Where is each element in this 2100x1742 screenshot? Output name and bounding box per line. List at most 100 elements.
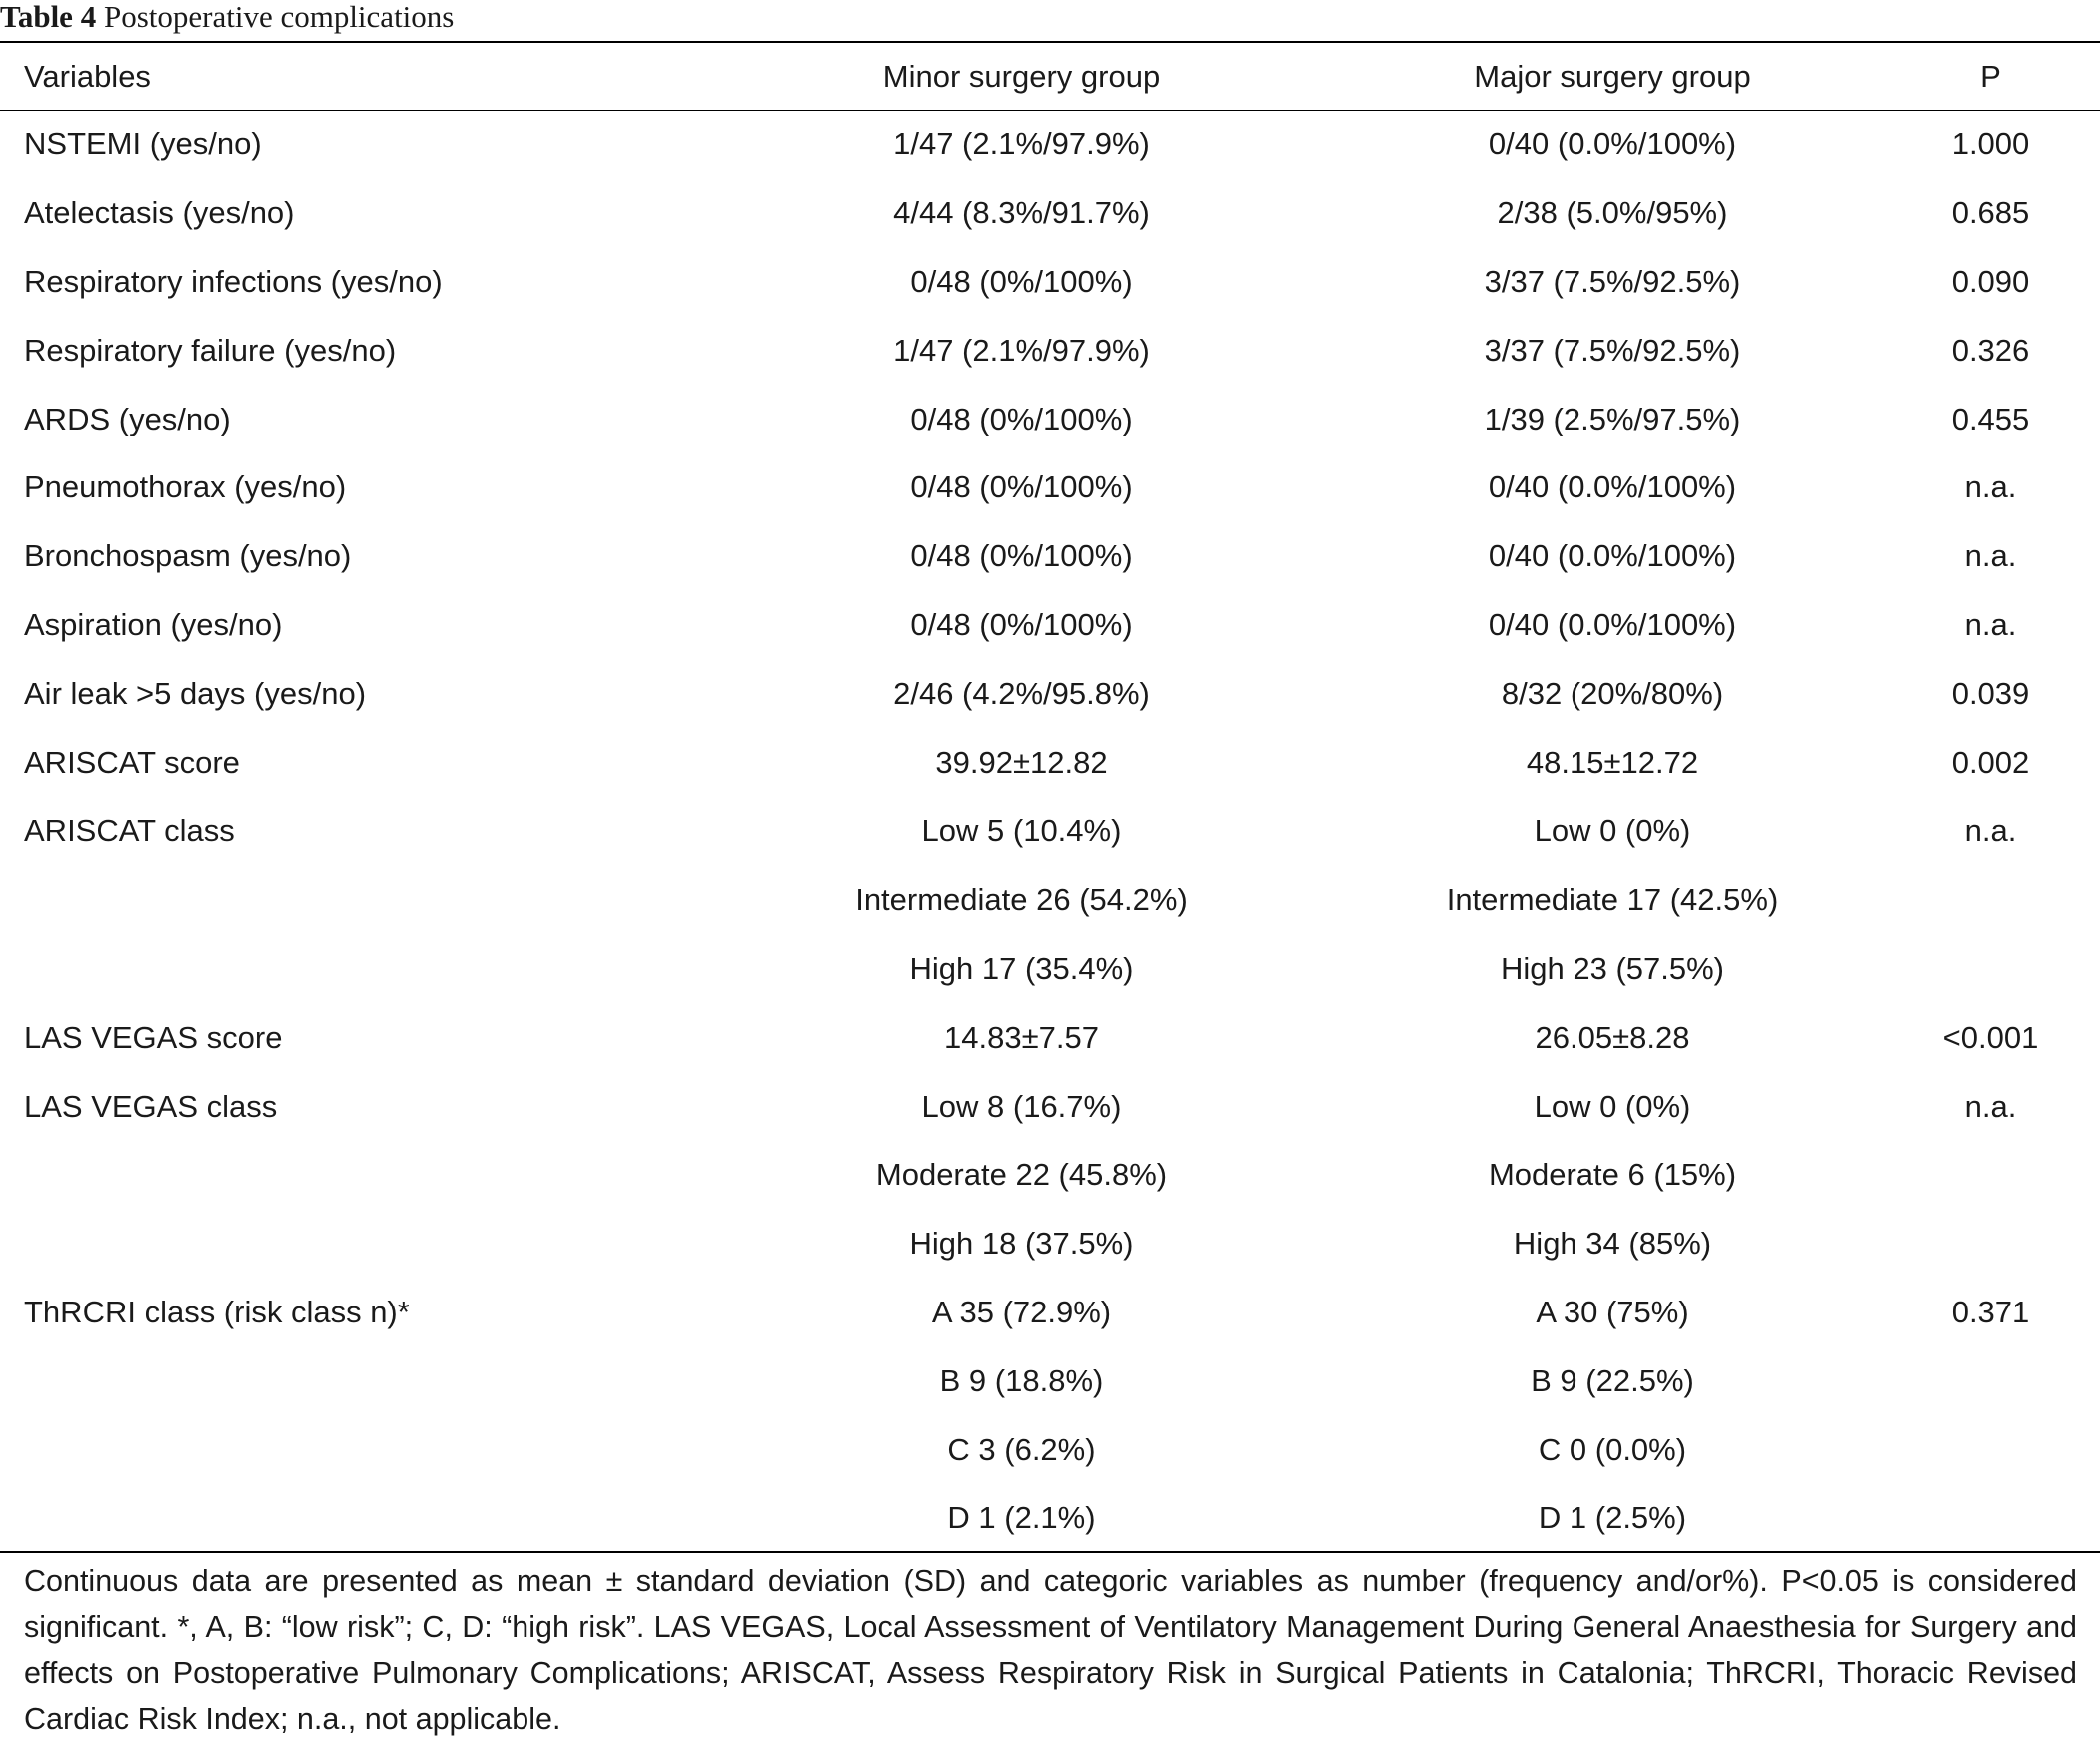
cell-variable: Air leak >5 days (yes/no) bbox=[24, 675, 367, 711]
cell-minor-surgery: Intermediate 26 (54.2%) bbox=[855, 882, 1188, 918]
table-bottom-rule bbox=[0, 1551, 2100, 1553]
cell-minor-surgery: Low 5 (10.4%) bbox=[921, 813, 1122, 849]
cell-variable: Bronchospasm (yes/no) bbox=[24, 538, 352, 574]
header-minor-surgery: Minor surgery group bbox=[882, 58, 1161, 94]
cell-major-surgery: D 1 (2.5%) bbox=[1538, 1500, 1687, 1536]
cell-p-value: n.a. bbox=[1964, 606, 2017, 642]
table-caption-label: Table 4 bbox=[0, 0, 97, 34]
cell-variable: Atelectasis (yes/no) bbox=[24, 195, 295, 231]
cell-variable: Respiratory infections (yes/no) bbox=[24, 263, 443, 299]
table-row: Bronchospasm (yes/no) 0/48 (0%/100%) 0/40 … bbox=[0, 522, 2100, 591]
table-row: ARISCAT class Low 5 (10.4%) Low 0 (0%) n.a. bbox=[0, 797, 2100, 866]
cell-p-value bbox=[1881, 1415, 2100, 1484]
cell-minor-surgery: 0/48 (0%/100%) bbox=[910, 538, 1133, 574]
cell-minor-surgery: High 18 (37.5%) bbox=[909, 1226, 1134, 1262]
cell-minor-surgery: 0/48 (0%/100%) bbox=[910, 263, 1133, 299]
cell-major-surgery: 3/37 (7.5%/92.5%) bbox=[1484, 332, 1741, 368]
cell-minor-surgery: C 3 (6.2%) bbox=[947, 1431, 1096, 1467]
header-variables: Variables bbox=[24, 58, 151, 94]
cell-minor-surgery: 0/48 (0%/100%) bbox=[910, 401, 1133, 436]
cell-major-surgery: 0/40 (0.0%/100%) bbox=[1488, 606, 1737, 642]
cell-major-surgery: 8/32 (20%/80%) bbox=[1501, 675, 1724, 711]
cell-p-value bbox=[1881, 1210, 2100, 1279]
cell-variable: ARISCAT class bbox=[24, 813, 235, 849]
table-row: D 1 (2.1%) D 1 (2.5%) bbox=[0, 1484, 2100, 1553]
cell-p-value: <0.001 bbox=[1942, 1019, 2039, 1055]
cell-variable: NSTEMI (yes/no) bbox=[24, 126, 262, 162]
cell-major-surgery: Moderate 6 (15%) bbox=[1488, 1157, 1737, 1193]
cell-p-value: n.a. bbox=[1964, 1088, 2017, 1124]
cell-minor-surgery: 2/46 (4.2%/95.8%) bbox=[893, 675, 1150, 711]
cell-major-surgery: Intermediate 17 (42.5%) bbox=[1446, 882, 1779, 918]
cell-major-surgery: 1/39 (2.5%/97.5%) bbox=[1484, 401, 1741, 436]
table-caption-text: Postoperative complications bbox=[103, 0, 455, 34]
cell-minor-surgery: 39.92±12.82 bbox=[935, 744, 1108, 780]
table-row: ARDS (yes/no) 0/48 (0%/100%) 1/39 (2.5%/97… bbox=[0, 385, 2100, 453]
cell-p-value: 0.371 bbox=[1951, 1294, 2030, 1329]
cell-variable: ThRCRI class (risk class n)* bbox=[24, 1294, 410, 1329]
cell-minor-surgery: 0/48 (0%/100%) bbox=[910, 606, 1133, 642]
cell-major-surgery: 2/38 (5.0%/95%) bbox=[1497, 195, 1728, 231]
table-header-row: Variables Minor surgery group Major surg… bbox=[0, 43, 2100, 110]
cell-p-value: 0.326 bbox=[1951, 332, 2030, 368]
table-row: LAS VEGAS score 14.83±7.57 26.05±8.28 <0.00… bbox=[0, 1003, 2100, 1072]
cell-variable: Pneumothorax (yes/no) bbox=[24, 469, 347, 505]
cell-p-value bbox=[1881, 1484, 2100, 1553]
cell-p-value bbox=[1881, 935, 2100, 1004]
cell-variable: ARISCAT score bbox=[24, 744, 240, 780]
table-row: Respiratory infections (yes/no) 0/48 (0%/… bbox=[0, 248, 2100, 317]
cell-p-value: 0.455 bbox=[1951, 401, 2030, 436]
cell-major-surgery: High 34 (85%) bbox=[1513, 1226, 1712, 1262]
cell-p-value bbox=[1881, 1346, 2100, 1415]
complications-table: Variables Minor surgery group Major surg… bbox=[0, 43, 2100, 1553]
cell-major-surgery: High 23 (57.5%) bbox=[1500, 950, 1724, 986]
table-row: B 9 (18.8%) B 9 (22.5%) bbox=[0, 1346, 2100, 1415]
cell-major-surgery: 0/40 (0.0%/100%) bbox=[1488, 469, 1737, 505]
cell-p-value: n.a. bbox=[1964, 469, 2017, 505]
cell-minor-surgery: 0/48 (0%/100%) bbox=[910, 469, 1133, 505]
cell-p-value: 0.090 bbox=[1951, 263, 2030, 299]
cell-major-surgery: 48.15±12.72 bbox=[1526, 744, 1699, 780]
cell-major-surgery: 0/40 (0.0%/100%) bbox=[1488, 126, 1737, 162]
cell-major-surgery: 3/37 (7.5%/92.5%) bbox=[1484, 263, 1741, 299]
table-row: Pneumothorax (yes/no) 0/48 (0%/100%) 0/40 … bbox=[0, 453, 2100, 522]
cell-minor-surgery: 4/44 (8.3%/91.7%) bbox=[893, 195, 1150, 231]
cell-variable: LAS VEGAS score bbox=[24, 1019, 283, 1055]
cell-minor-surgery: 1/47 (2.1%/97.9%) bbox=[893, 126, 1150, 162]
cell-p-value bbox=[1881, 866, 2100, 935]
cell-variable bbox=[0, 1210, 699, 1279]
cell-p-value: 0.039 bbox=[1951, 675, 2030, 711]
cell-p-value: n.a. bbox=[1964, 538, 2017, 574]
cell-variable bbox=[0, 1346, 699, 1415]
cell-variable bbox=[0, 866, 699, 935]
cell-variable bbox=[0, 1415, 699, 1484]
cell-variable bbox=[0, 1484, 699, 1553]
cell-minor-surgery: 14.83±7.57 bbox=[944, 1019, 1099, 1055]
table-footnote: Continuous data are presented as mean ± … bbox=[24, 1564, 2077, 1736]
cell-major-surgery: Low 0 (0%) bbox=[1534, 1088, 1691, 1124]
table-row: Intermediate 26 (54.2%) Intermediate 17 (… bbox=[0, 866, 2100, 935]
table-caption: Table 4 Postoperative complications bbox=[0, 0, 454, 40]
table-row: NSTEMI (yes/no) 1/47 (2.1%/97.9%) 0/40 (0.… bbox=[0, 110, 2100, 179]
cell-major-surgery: A 30 (75%) bbox=[1536, 1294, 1689, 1329]
cell-major-surgery: B 9 (22.5%) bbox=[1531, 1362, 1694, 1398]
cell-major-surgery: C 0 (0.0%) bbox=[1538, 1431, 1687, 1467]
cell-variable: LAS VEGAS class bbox=[24, 1088, 278, 1124]
cell-minor-surgery: 1/47 (2.1%/97.9%) bbox=[893, 332, 1150, 368]
table-row: Aspiration (yes/no) 0/48 (0%/100%) 0/40 (0… bbox=[0, 591, 2100, 660]
header-p-value: P bbox=[1980, 58, 2001, 94]
cell-variable: ARDS (yes/no) bbox=[24, 401, 231, 436]
cell-minor-surgery: Low 8 (16.7%) bbox=[921, 1088, 1122, 1124]
header-major-surgery: Major surgery group bbox=[1474, 58, 1751, 94]
table-row: High 17 (35.4%) High 23 (57.5%) bbox=[0, 935, 2100, 1004]
cell-minor-surgery: D 1 (2.1%) bbox=[947, 1500, 1096, 1536]
cell-major-surgery: Low 0 (0%) bbox=[1534, 813, 1691, 849]
cell-p-value: 0.002 bbox=[1951, 744, 2030, 780]
cell-minor-surgery: High 17 (35.4%) bbox=[909, 950, 1134, 986]
table-row: ThRCRI class (risk class n)* A 35 (72.9%)… bbox=[0, 1279, 2100, 1347]
cell-variable: Respiratory failure (yes/no) bbox=[24, 332, 397, 368]
table-row: Air leak >5 days (yes/no) 2/46 (4.2%/95.8… bbox=[0, 659, 2100, 728]
cell-major-surgery: 26.05±8.28 bbox=[1535, 1019, 1690, 1055]
cell-p-value: n.a. bbox=[1964, 813, 2017, 849]
cell-p-value: 1.000 bbox=[1951, 126, 2030, 162]
